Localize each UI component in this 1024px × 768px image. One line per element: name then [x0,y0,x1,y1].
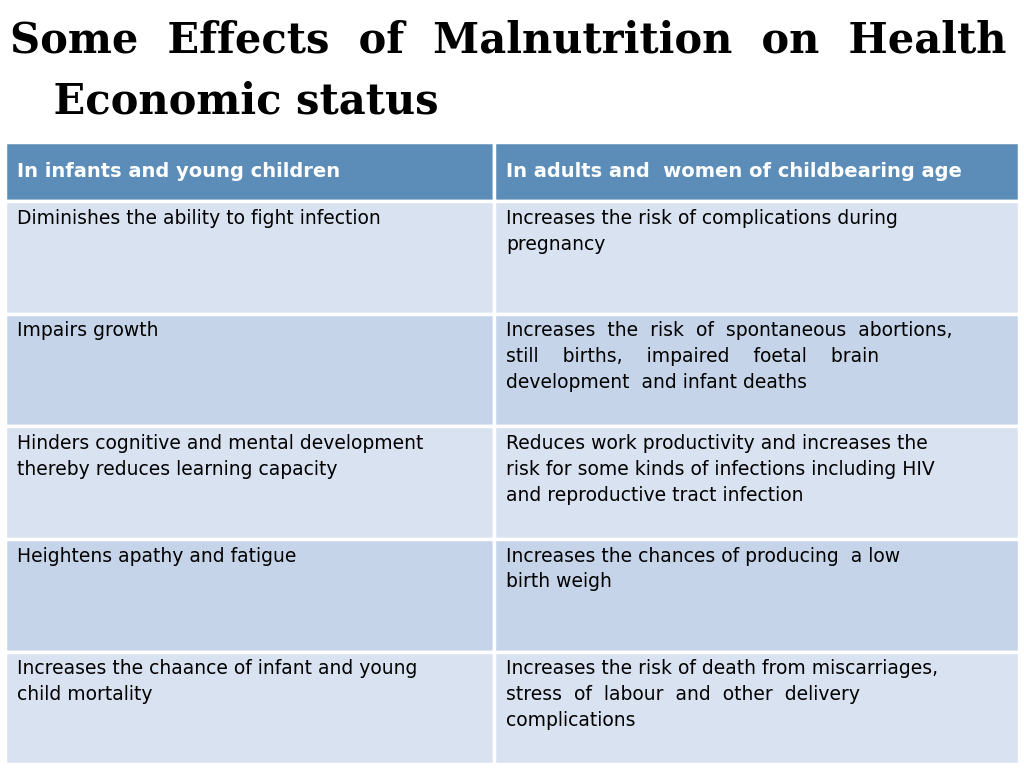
Bar [5,142,494,201]
Bar [5,201,494,314]
Bar [5,426,494,539]
Text: Increases the chaance of infant and young
child mortality: Increases the chaance of infant and youn… [17,659,418,704]
Text: Increases  the  risk  of  spontaneous  abortions,
still    births,    impaired  : Increases the risk of spontaneous aborti… [506,322,952,392]
Text: Diminishes the ability to fight infection: Diminishes the ability to fight infectio… [17,209,381,228]
Text: Reduces work productivity and increases the
risk for some kinds of infections in: Reduces work productivity and increases … [506,434,935,505]
Text: Hinders cognitive and mental development
thereby reduces learning capacity: Hinders cognitive and mental development… [17,434,424,478]
Text: Heightens apathy and fatigue: Heightens apathy and fatigue [17,547,297,566]
Bar [5,539,494,651]
Bar [5,314,494,426]
Text: In adults and  women of childbearing age: In adults and women of childbearing age [506,162,962,181]
Bar [494,651,1019,764]
Bar [494,314,1019,426]
Text: Impairs growth: Impairs growth [17,322,159,340]
Bar [494,426,1019,539]
Bar [494,539,1019,651]
Bar [5,651,494,764]
Text: In infants and young children: In infants and young children [17,162,341,181]
Text: Increases the risk of death from miscarriages,
stress  of  labour  and  other  d: Increases the risk of death from miscarr… [506,659,938,730]
Text: Some  Effects  of  Malnutrition  on  Health  and: Some Effects of Malnutrition on Health a… [10,19,1024,61]
Bar [494,201,1019,314]
Text: Economic status: Economic status [10,81,439,123]
Bar [494,142,1019,201]
Text: Increases the risk of complications during
pregnancy: Increases the risk of complications duri… [506,209,898,253]
Text: Increases the chances of producing  a low
birth weigh: Increases the chances of producing a low… [506,547,900,591]
